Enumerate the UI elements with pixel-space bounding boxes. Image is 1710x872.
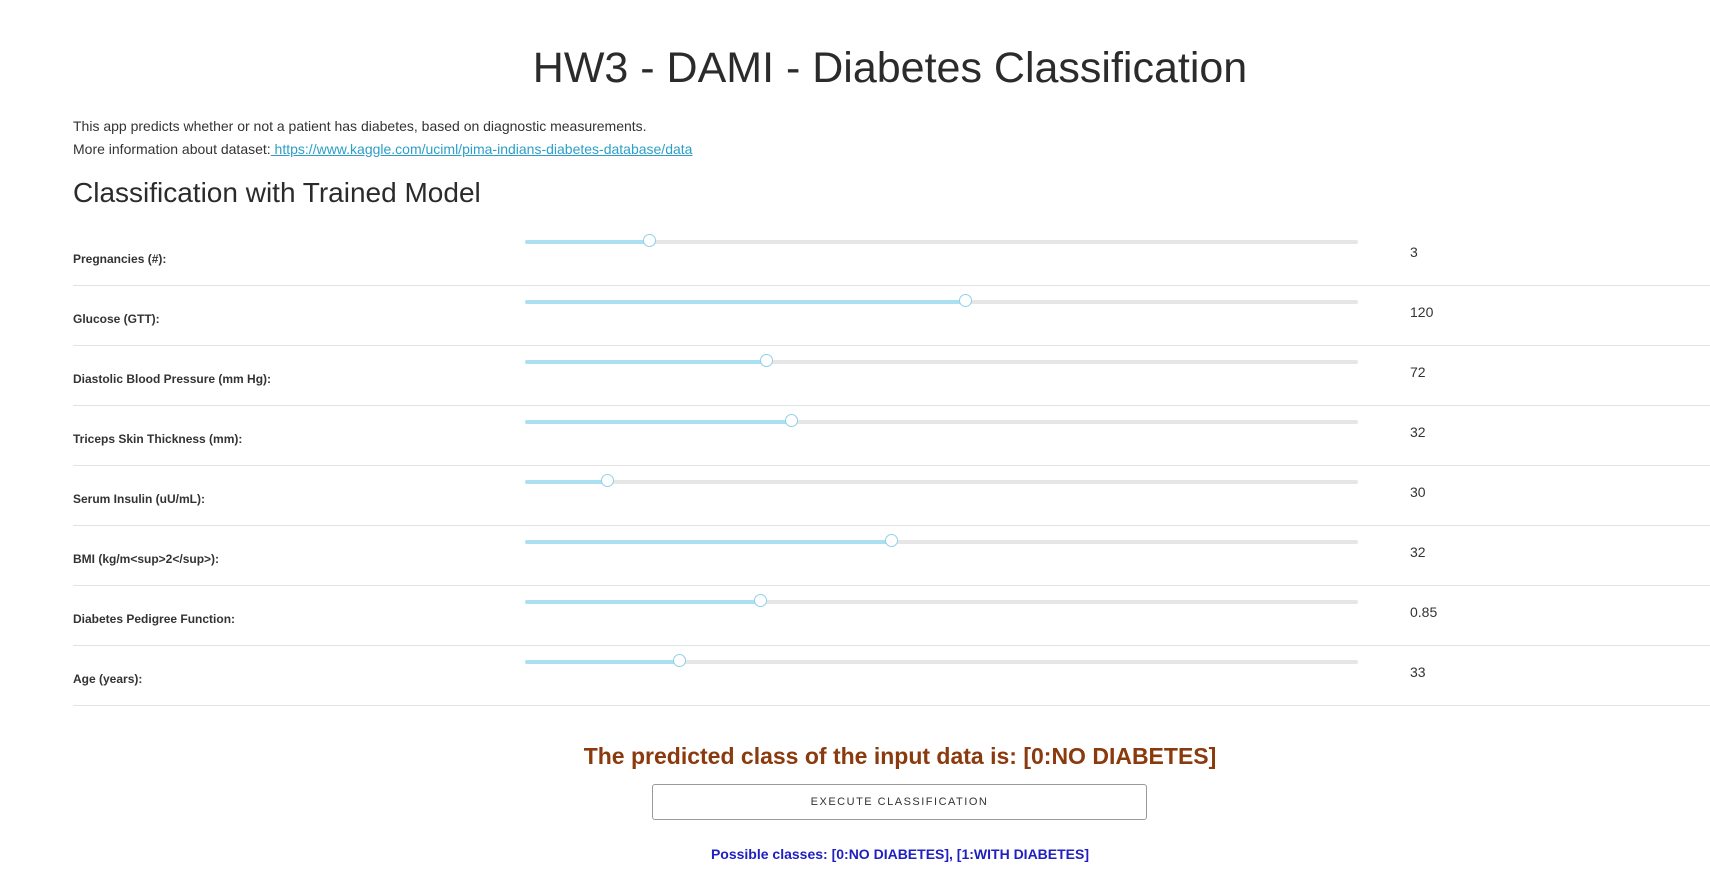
slider-value: 32 bbox=[1410, 544, 1426, 560]
intro-description: This app predicts whether or not a patie… bbox=[73, 118, 647, 134]
slider-value: 0.85 bbox=[1410, 604, 1438, 620]
slider-fill bbox=[525, 540, 892, 544]
slider-label: Serum Insulin (uU/mL): bbox=[73, 492, 205, 506]
slider-label: BMI (kg/m<sup>2</sup>): bbox=[73, 552, 220, 566]
slider-row-skin-thickness: Triceps Skin Thickness (mm): 32 bbox=[73, 405, 1710, 466]
slider-label: Diastolic Blood Pressure (mm Hg): bbox=[73, 372, 272, 386]
slider-value: 30 bbox=[1410, 484, 1426, 500]
slider-track[interactable] bbox=[525, 354, 1358, 367]
slider-row-age: Age (years): 33 bbox=[73, 645, 1710, 706]
slider-row-bmi: BMI (kg/m<sup>2</sup>): 32 bbox=[73, 525, 1710, 586]
slider-row-glucose: Glucose (GTT): 120 bbox=[73, 285, 1710, 346]
slider-value: 3 bbox=[1410, 244, 1418, 260]
slider-fill bbox=[525, 300, 967, 304]
slider-label: Pregnancies (#): bbox=[73, 252, 167, 266]
slider-handle[interactable] bbox=[959, 294, 973, 307]
slider-label: Diabetes Pedigree Function: bbox=[73, 612, 236, 626]
dataset-link[interactable]: https://www.kaggle.com/uciml/pima-indian… bbox=[270, 141, 693, 157]
slider-fill bbox=[525, 600, 761, 604]
slider-row-pedigree: Diabetes Pedigree Function: 0.85 bbox=[73, 585, 1710, 646]
slider-value: 72 bbox=[1410, 364, 1426, 380]
section-title: Classification with Trained Model bbox=[73, 177, 481, 208]
slider-row-blood-pressure: Diastolic Blood Pressure (mm Hg): 72 bbox=[73, 345, 1710, 406]
slider-row-pregnancies: Pregnancies (#): 3 bbox=[73, 225, 1710, 286]
intro-text: This app predicts whether or not a patie… bbox=[73, 115, 692, 161]
dataset-info-label: More information about dataset: bbox=[73, 141, 271, 157]
possible-classes-text: Possible classes: [0:NO DIABETES], [1:WI… bbox=[710, 846, 1090, 862]
slider-handle[interactable] bbox=[753, 594, 767, 607]
slider-track[interactable] bbox=[525, 474, 1358, 487]
intro-dataset-info: More information about dataset: https://… bbox=[73, 138, 692, 161]
slider-fill bbox=[525, 420, 792, 424]
slider-track[interactable] bbox=[525, 594, 1358, 607]
slider-track[interactable] bbox=[525, 294, 1358, 307]
slider-track[interactable] bbox=[525, 534, 1358, 547]
slider-handle[interactable] bbox=[884, 534, 898, 547]
slider-track[interactable] bbox=[525, 234, 1358, 247]
slider-label: Triceps Skin Thickness (mm): bbox=[73, 432, 243, 446]
slider-value: 33 bbox=[1410, 664, 1426, 680]
slider-label: Age (years): bbox=[73, 672, 143, 686]
page-title: HW3 - DAMI - Diabetes Classification bbox=[532, 44, 1248, 92]
slider-handle[interactable] bbox=[784, 414, 798, 427]
slider-handle[interactable] bbox=[759, 354, 773, 367]
slider-track[interactable] bbox=[525, 654, 1358, 667]
slider-handle[interactable] bbox=[642, 234, 656, 247]
slider-value: 120 bbox=[1410, 304, 1434, 320]
slider-fill bbox=[525, 360, 767, 364]
slider-handle[interactable] bbox=[601, 474, 615, 487]
slider-fill bbox=[525, 480, 609, 484]
slider-label: Glucose (GTT): bbox=[73, 312, 160, 326]
slider-value: 32 bbox=[1410, 424, 1426, 440]
slider-track[interactable] bbox=[525, 414, 1358, 427]
slider-handle[interactable] bbox=[672, 654, 686, 667]
slider-fill bbox=[525, 660, 680, 664]
prediction-result: The predicted class of the input data is… bbox=[583, 743, 1217, 769]
slider-fill bbox=[525, 240, 650, 244]
slider-row-insulin: Serum Insulin (uU/mL): 30 bbox=[73, 465, 1710, 526]
execute-classification-button[interactable]: EXECUTE CLASSIFICATION bbox=[652, 784, 1147, 820]
